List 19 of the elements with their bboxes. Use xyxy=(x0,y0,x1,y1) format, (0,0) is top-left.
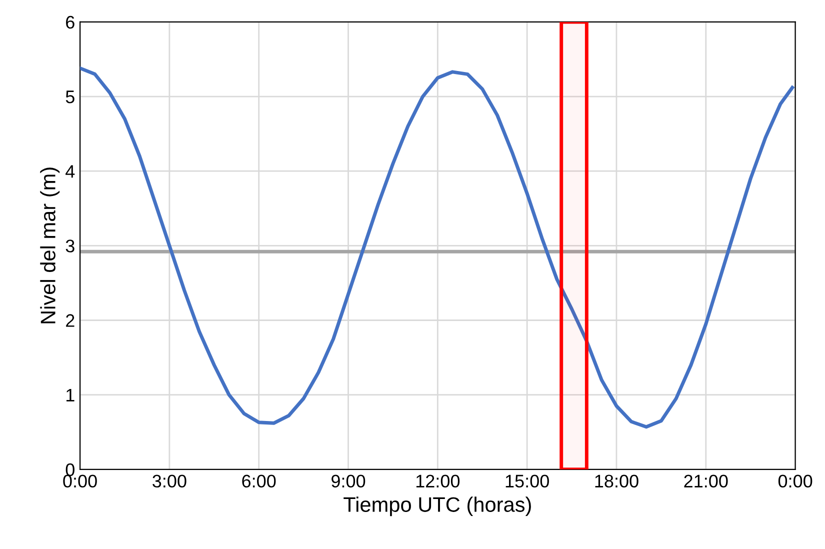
x-tick-label: 6:00 xyxy=(242,474,276,488)
x-axis-title: Tiempo UTC (horas) xyxy=(344,496,531,516)
x-tick-label: 0:00 xyxy=(63,474,97,488)
y-tick-label: 1 xyxy=(66,388,74,402)
y-tick-label: 5 xyxy=(66,90,74,104)
y-axis-title: Nivel del mar (m) xyxy=(40,168,60,324)
x-tick-label: 15:00 xyxy=(506,474,549,488)
x-tick-label: 21:00 xyxy=(684,474,728,488)
y-tick-label: 4 xyxy=(66,165,75,178)
y-tick-label: 6 xyxy=(66,16,74,29)
y-tick-label: 2 xyxy=(66,314,74,327)
y-tick-label: 3 xyxy=(66,240,74,252)
x-tick-label: 9:00 xyxy=(332,474,366,488)
y-tick-label: 0 xyxy=(66,463,74,476)
x-tick-label: 12:00 xyxy=(416,474,460,488)
x-tick-label: 3:00 xyxy=(152,474,186,488)
line-series xyxy=(80,66,794,429)
x-tick-label: 0:00 xyxy=(778,474,812,488)
x-tick-label: 18:00 xyxy=(595,474,638,488)
